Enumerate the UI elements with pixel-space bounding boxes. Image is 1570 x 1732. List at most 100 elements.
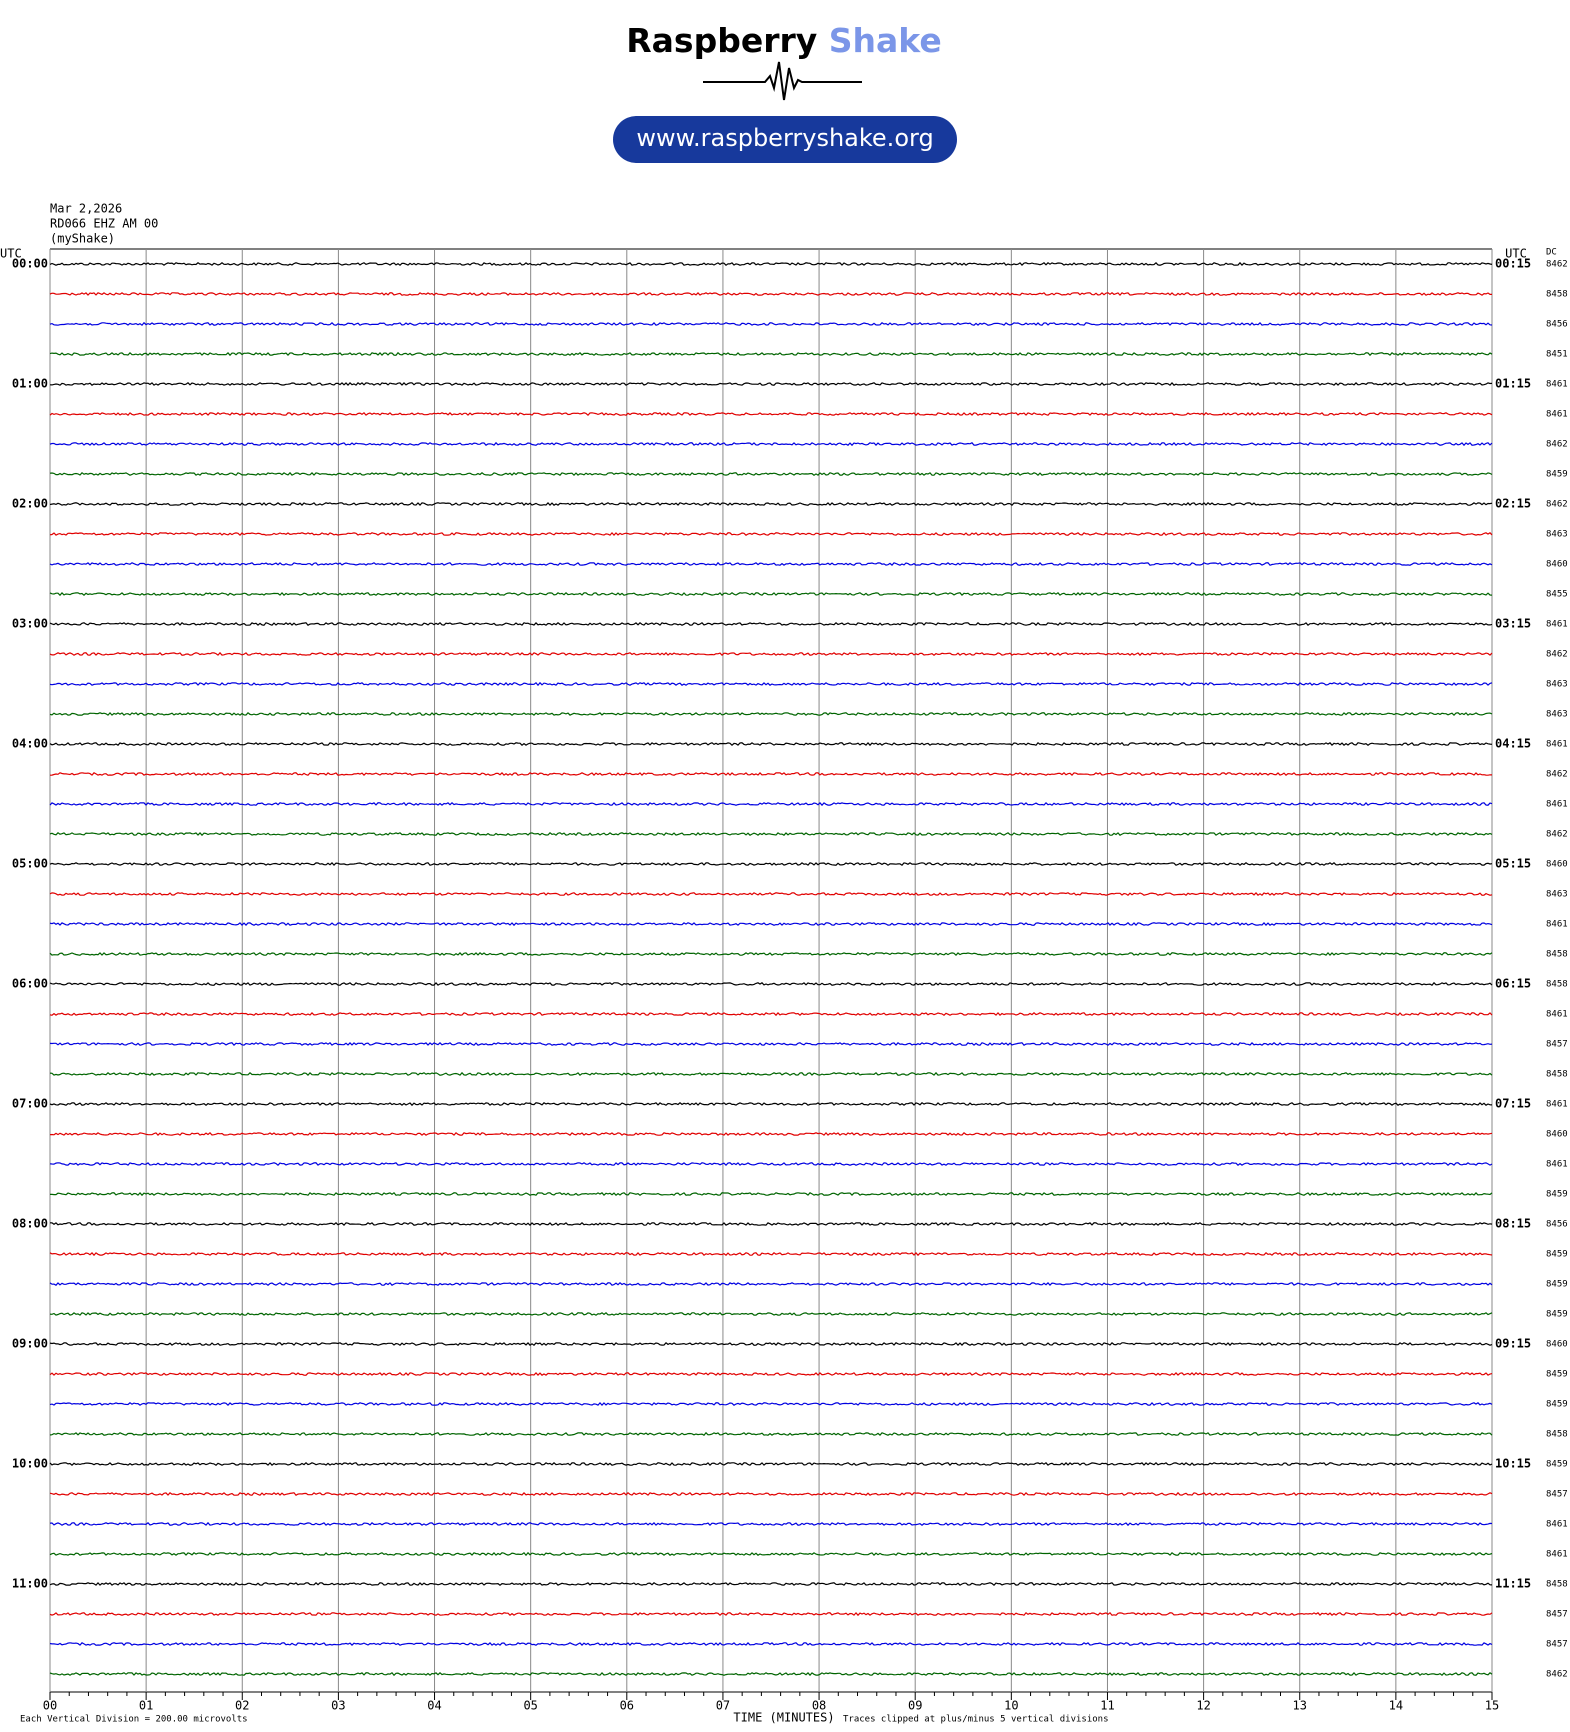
- dc-value: 8460: [1546, 1130, 1568, 1140]
- x-tick-label: 08: [812, 1699, 826, 1713]
- trace: [49, 651, 1493, 657]
- trace: [50, 1191, 1493, 1197]
- dc-value: 8457: [1546, 1040, 1568, 1050]
- trace: [49, 1341, 1493, 1347]
- left-time-label: 06:00: [12, 977, 48, 991]
- dc-value: 8462: [1546, 830, 1568, 840]
- right-time-label: 07:15: [1495, 1097, 1531, 1111]
- left-time-label: 04:00: [12, 737, 48, 751]
- dc-value: 8463: [1546, 710, 1568, 720]
- trace: [49, 771, 1493, 777]
- clip-note: Traces clipped at plus/minus 5 vertical …: [843, 1715, 1109, 1725]
- dc-title: DC: [1546, 248, 1557, 258]
- x-tick-label: 09: [908, 1699, 922, 1713]
- trace: [49, 411, 1493, 417]
- trace: [49, 861, 1493, 866]
- right-time-label: 02:15: [1495, 497, 1531, 511]
- trace: [49, 921, 1493, 927]
- x-tick-label: 02: [235, 1699, 249, 1713]
- left-time-label: 03:00: [12, 617, 48, 631]
- left-time-label: 08:00: [12, 1217, 48, 1231]
- dc-value: 8458: [1546, 950, 1568, 960]
- x-tick-label: 04: [427, 1699, 441, 1713]
- dc-value: 8458: [1546, 1070, 1568, 1080]
- dc-value: 8461: [1546, 1100, 1568, 1110]
- dc-value: 8458: [1546, 1580, 1568, 1590]
- dc-value: 8456: [1546, 1220, 1568, 1230]
- dc-value: 8461: [1546, 620, 1568, 630]
- trace: [49, 471, 1493, 477]
- x-tick-label: 15: [1485, 1699, 1499, 1713]
- dc-value: 8462: [1546, 770, 1568, 780]
- left-time-label: 01:00: [12, 377, 48, 391]
- dc-value: 8458: [1546, 980, 1568, 990]
- x-tick-label: 13: [1293, 1699, 1307, 1713]
- trace: [49, 981, 1493, 986]
- dc-value: 8459: [1546, 1460, 1568, 1470]
- x-tick-label: 10: [1004, 1699, 1018, 1713]
- dc-value: 8451: [1546, 350, 1568, 360]
- dc-value: 8457: [1546, 1640, 1568, 1650]
- trace: [49, 1491, 1493, 1497]
- trace: [49, 1162, 1493, 1167]
- dc-value: 8462: [1546, 260, 1568, 270]
- logo-word: Shake: [829, 21, 942, 60]
- trace: [49, 351, 1493, 357]
- trace: [49, 831, 1493, 837]
- left-time-label: 02:00: [12, 497, 48, 511]
- trace: [49, 1131, 1493, 1136]
- dc-value: 8459: [1546, 1370, 1568, 1380]
- x-tick-label: 03: [331, 1699, 345, 1713]
- trace: [49, 951, 1493, 957]
- trace: [49, 1611, 1493, 1617]
- dc-value: 8463: [1546, 530, 1568, 540]
- x-tick-label: 11: [1100, 1699, 1114, 1713]
- trace: [49, 532, 1493, 537]
- trace: [49, 1641, 1493, 1647]
- right-time-label: 05:15: [1495, 857, 1531, 871]
- left-time-label: 09:00: [12, 1337, 48, 1351]
- trace: [49, 1431, 1493, 1436]
- x-tick-label: 00: [43, 1699, 57, 1713]
- trace: [49, 321, 1493, 327]
- trace: [49, 1461, 1493, 1467]
- left-time-label: 07:00: [12, 1097, 48, 1111]
- trace: [49, 1101, 1493, 1107]
- dc-value: 8461: [1546, 1010, 1568, 1020]
- left-title: UTC: [0, 247, 22, 261]
- trace: [49, 1281, 1493, 1286]
- right-time-label: 03:15: [1495, 617, 1531, 631]
- x-tick-label: 05: [523, 1699, 537, 1713]
- right-time-label: 11:15: [1495, 1577, 1531, 1591]
- x-axis-label: TIME (MINUTES): [733, 1711, 834, 1725]
- trace: [49, 681, 1493, 687]
- trace: [49, 441, 1493, 447]
- dc-value: 8461: [1546, 920, 1568, 930]
- dc-value: 8459: [1546, 1310, 1568, 1320]
- station: RD066 EHZ AM 00: [50, 217, 158, 231]
- trace: [49, 1071, 1493, 1077]
- dc-value: 8458: [1546, 1430, 1568, 1440]
- right-time-label: 00:15: [1495, 257, 1531, 271]
- trace: [49, 591, 1493, 597]
- left-time-label: 05:00: [12, 857, 48, 871]
- dc-value: 8460: [1546, 560, 1568, 570]
- dc-value: 8459: [1546, 1250, 1568, 1260]
- x-tick-label: 07: [716, 1699, 730, 1713]
- trace: [49, 1371, 1493, 1377]
- dc-value: 8459: [1546, 1280, 1568, 1290]
- dc-value: 8459: [1546, 470, 1568, 480]
- right-time-label: 04:15: [1495, 737, 1531, 751]
- trace: [49, 561, 1493, 566]
- trace: [49, 1671, 1493, 1677]
- scale-note: Each Vertical Division = 200.00 microvol…: [20, 1715, 248, 1725]
- date: Mar 2,2026: [50, 202, 122, 216]
- trace: [49, 501, 1493, 507]
- trace: [49, 1041, 1493, 1046]
- trace: [49, 741, 1493, 747]
- trace: [49, 801, 1493, 807]
- trace: [49, 1521, 1493, 1527]
- right-title: UTC: [1505, 247, 1527, 261]
- left-time-label: 00:00: [12, 257, 48, 271]
